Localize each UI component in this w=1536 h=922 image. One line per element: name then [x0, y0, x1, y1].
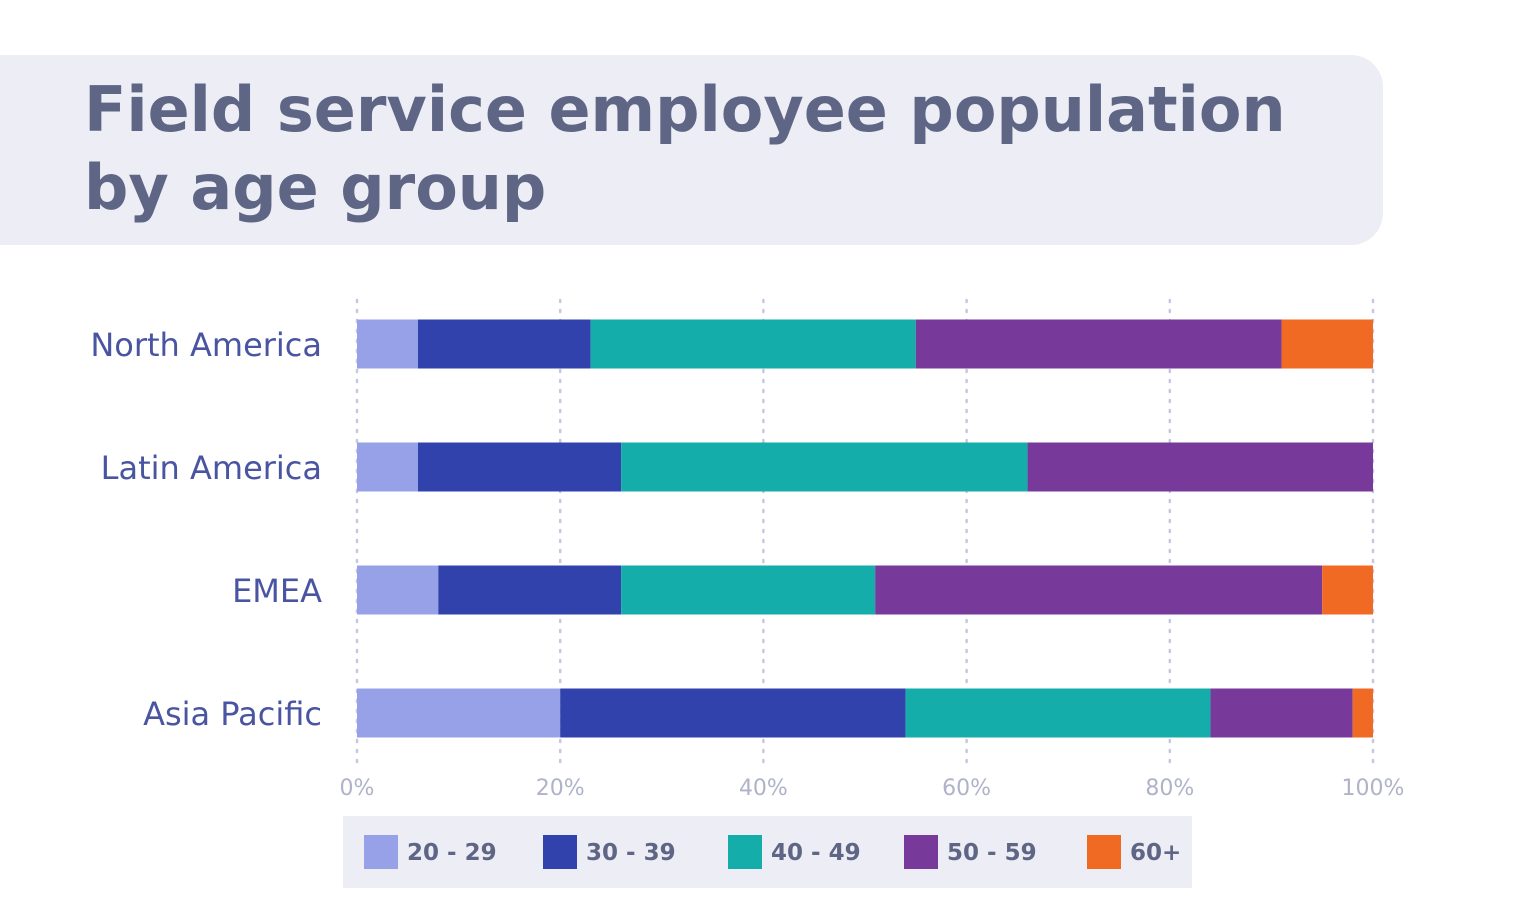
- title-background: [0, 55, 1383, 245]
- bar-segment: [357, 565, 439, 615]
- bar-segment: [357, 688, 561, 738]
- chart-title-line-2: by age group: [84, 151, 546, 224]
- gridlines: [355, 298, 1375, 767]
- category-labels: North America Latin America EMEA Asia Pacif…: [90, 326, 322, 733]
- bar-segment: [621, 565, 876, 615]
- legend-label: 30 - 39: [586, 840, 676, 866]
- x-tick-label: 0%: [340, 776, 375, 801]
- legend-swatch: [904, 835, 938, 869]
- bar-segment: [905, 688, 1211, 738]
- legend-swatch: [1087, 835, 1121, 869]
- category-label: EMEA: [232, 572, 322, 610]
- x-tick-label: 40%: [739, 776, 788, 801]
- x-tick-label: 80%: [1145, 776, 1194, 801]
- chart-title-line-1: Field service employee population: [84, 73, 1286, 146]
- legend-swatch: [364, 835, 398, 869]
- x-tick-label: 20%: [536, 776, 585, 801]
- bar-segment: [1322, 565, 1373, 615]
- bar-segment: [438, 565, 622, 615]
- bar-segment: [1027, 442, 1373, 492]
- bar-segment: [590, 319, 916, 369]
- bars: [357, 319, 1373, 738]
- legend-label: 20 - 29: [407, 840, 497, 866]
- legend-label: 50 - 59: [947, 840, 1037, 866]
- bar-segment: [1352, 688, 1373, 738]
- legend-label: 40 - 49: [771, 840, 861, 866]
- bar-segment: [357, 442, 418, 492]
- category-label: Latin America: [101, 449, 322, 487]
- bar-segment: [1281, 319, 1373, 369]
- bar-segment: [915, 319, 1282, 369]
- x-tick-label: 60%: [942, 776, 991, 801]
- category-label: North America: [90, 326, 322, 364]
- legend-swatch: [543, 835, 577, 869]
- bar-segment: [417, 319, 591, 369]
- legend-background: [343, 816, 1192, 888]
- bar-segment: [560, 688, 906, 738]
- legend-swatch: [728, 835, 762, 869]
- bar-segment: [875, 565, 1323, 615]
- x-axis-ticks: 0% 20% 40% 60% 80% 100%: [340, 776, 1405, 801]
- bar-segment: [357, 319, 418, 369]
- x-tick-label: 100%: [1342, 776, 1405, 801]
- bar-segment: [417, 442, 622, 492]
- bar-segment: [621, 442, 1028, 492]
- category-label: Asia Pacific: [143, 695, 322, 733]
- bar-segment: [1210, 688, 1353, 738]
- legend: 20 - 29 30 - 39 40 - 49 50 - 59 60+: [364, 835, 1181, 869]
- legend-label: 60+: [1130, 840, 1181, 866]
